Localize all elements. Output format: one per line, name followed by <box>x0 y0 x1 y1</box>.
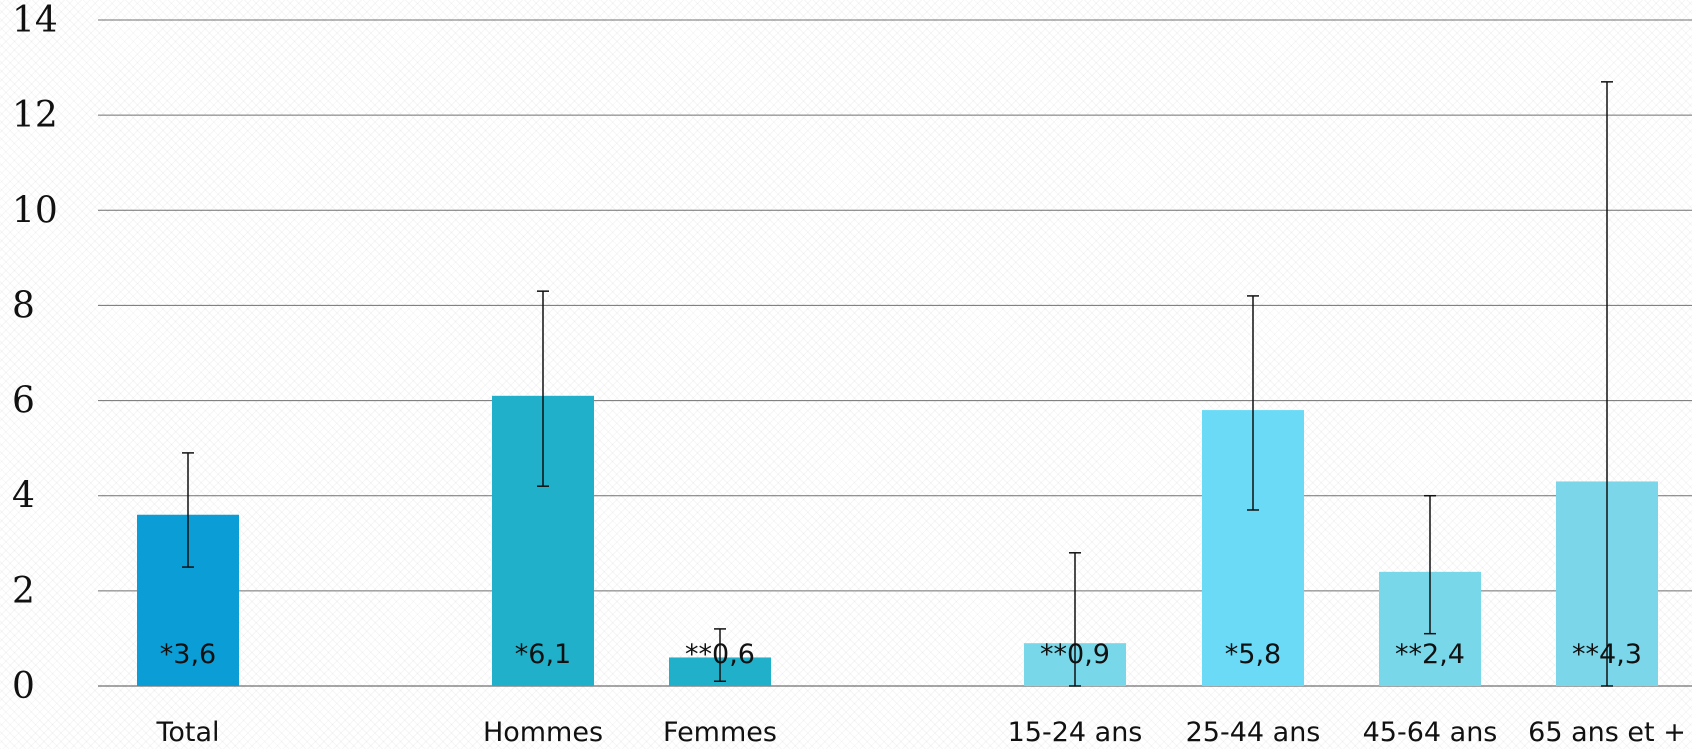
y-tick-label: 0 <box>12 666 35 707</box>
data-label: **0,6 <box>685 639 755 670</box>
error-bar <box>714 628 726 682</box>
error-bars <box>182 81 1613 687</box>
data-label: *5,8 <box>1225 639 1281 670</box>
error-bar <box>1069 552 1081 687</box>
y-tick-label: 6 <box>12 381 35 422</box>
y-axis-ticks: 0 2 4 6 8 10 12 14 <box>12 0 58 707</box>
x-tick-label: 45-64 ans <box>1363 717 1498 748</box>
data-label: **0,9 <box>1040 639 1110 670</box>
x-tick-label: Hommes <box>483 717 603 748</box>
x-tick-label: 65 ans et + <box>1528 717 1686 748</box>
y-tick-label: 8 <box>12 285 35 326</box>
y-tick-label: 4 <box>12 476 35 517</box>
x-tick-label: Total <box>155 717 219 748</box>
error-bar <box>1424 494 1436 635</box>
error-bar <box>182 452 194 568</box>
data-label: *3,6 <box>160 639 216 670</box>
x-tick-label: 15-24 ans <box>1008 717 1143 748</box>
x-axis-ticks: Total Hommes Femmes 15-24 ans 25-44 ans 45-64… <box>155 717 1685 748</box>
error-bar <box>1247 295 1259 511</box>
x-tick-label: 25-44 ans <box>1186 717 1321 748</box>
data-labels: *3,6 *6,1 **0,6 **0,9 *5,8 **2,4 **4,3 <box>160 639 1642 670</box>
y-tick-label: 12 <box>12 95 58 136</box>
error-bar <box>1601 81 1613 687</box>
y-tick-label: 2 <box>12 571 35 612</box>
data-label: **4,3 <box>1572 639 1642 670</box>
x-tick-label: Femmes <box>663 717 777 748</box>
data-label: **2,4 <box>1395 639 1465 670</box>
y-tick-label: 10 <box>12 190 58 231</box>
error-bar <box>537 290 549 487</box>
data-label: *6,1 <box>515 639 571 670</box>
y-tick-label: 14 <box>12 0 58 41</box>
